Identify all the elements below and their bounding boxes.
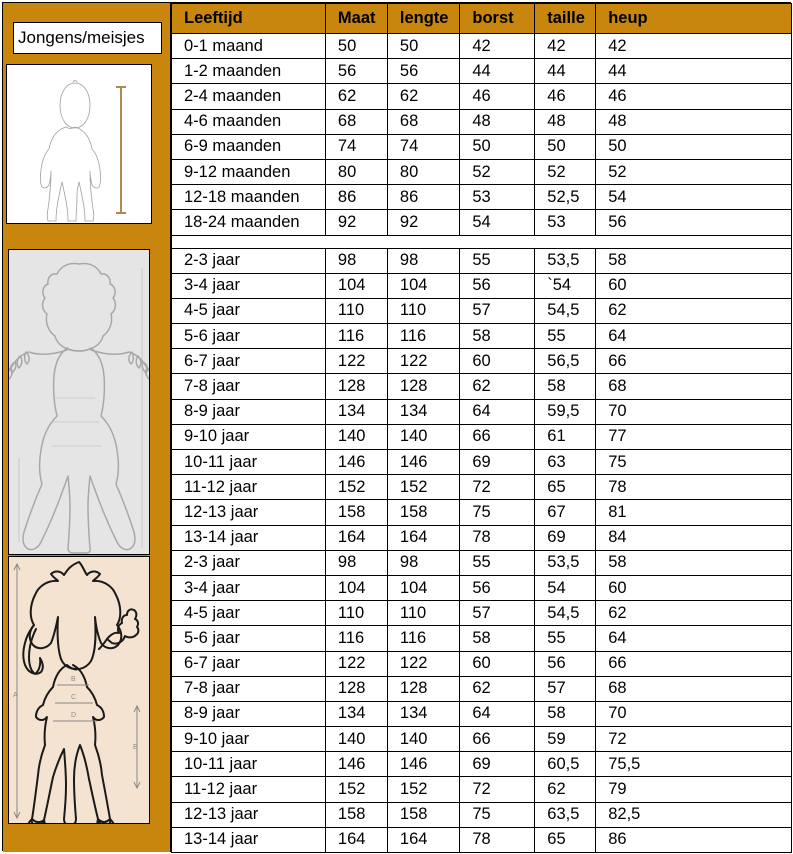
svg-text:D: D [71,712,76,719]
svg-text:E: E [133,744,138,751]
svg-text:B: B [71,676,76,683]
svg-text:C: C [71,694,76,701]
svg-text:A: A [13,692,18,699]
